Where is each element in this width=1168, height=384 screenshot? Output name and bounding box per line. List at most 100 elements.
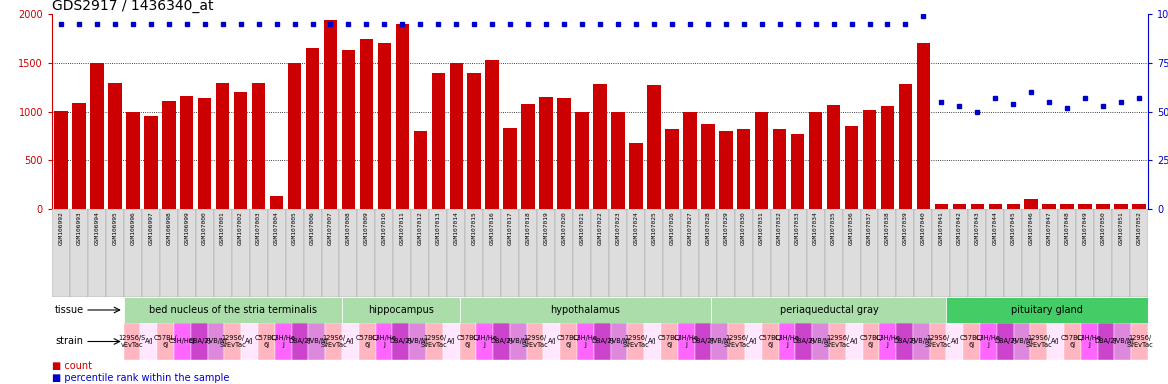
Bar	[1004, 209, 1022, 297]
Bar	[917, 43, 930, 209]
Text: 129S6/
SvEvTac: 129S6/ SvEvTac	[320, 335, 347, 348]
Text: GSM107024: GSM107024	[633, 212, 639, 245]
Bar	[647, 85, 661, 209]
Bar	[450, 63, 463, 209]
Bar	[735, 209, 752, 297]
Bar	[932, 209, 951, 297]
Bar	[1076, 209, 1094, 297]
Bar	[1132, 323, 1148, 360]
Bar	[897, 209, 915, 297]
Text: GSM107016: GSM107016	[489, 212, 495, 245]
Text: 129S6/
SvEvTac: 129S6/ SvEvTac	[1126, 335, 1153, 348]
Bar	[934, 204, 948, 209]
Text: C57BL/
6J: C57BL/ 6J	[557, 335, 580, 348]
Bar	[162, 101, 175, 209]
Text: DBA/2J: DBA/2J	[793, 339, 815, 344]
Text: GSM107023: GSM107023	[616, 212, 620, 245]
Text: A/J: A/J	[749, 339, 758, 344]
Text: GSM107006: GSM107006	[310, 212, 315, 245]
Bar	[609, 209, 627, 297]
Text: C3H/He
J: C3H/He J	[875, 335, 901, 348]
Bar	[1058, 209, 1076, 297]
Text: ■ count: ■ count	[53, 361, 92, 371]
Bar	[827, 105, 840, 209]
Bar	[409, 323, 426, 360]
Text: 129S6/
SvEvTac: 129S6/ SvEvTac	[1026, 335, 1052, 348]
Bar	[1041, 209, 1058, 297]
Bar	[681, 209, 698, 297]
Bar	[1094, 209, 1112, 297]
Text: 129S6/
SvEvTac: 129S6/ SvEvTac	[925, 335, 952, 348]
Text: GSM107028: GSM107028	[705, 212, 710, 245]
Bar	[199, 98, 211, 209]
Text: GSM107000: GSM107000	[202, 212, 207, 245]
Bar	[665, 129, 679, 209]
Bar	[543, 323, 561, 360]
Bar	[431, 73, 445, 209]
Bar	[825, 209, 842, 297]
Text: GSM107048: GSM107048	[1065, 212, 1070, 245]
Bar	[340, 209, 357, 297]
Text: GSM107025: GSM107025	[652, 212, 656, 245]
Text: GSM107051: GSM107051	[1119, 212, 1124, 245]
Text: DBA/2J: DBA/2J	[491, 339, 513, 344]
Text: DBA/2J: DBA/2J	[691, 339, 714, 344]
Bar	[285, 209, 304, 297]
Text: C57BL/
6J: C57BL/ 6J	[658, 335, 681, 348]
Text: FVB/NJ: FVB/NJ	[1112, 339, 1134, 344]
Text: GSM107022: GSM107022	[598, 212, 603, 245]
Text: GSM106993: GSM106993	[76, 212, 82, 245]
Bar	[252, 83, 265, 209]
Text: A/J: A/J	[850, 339, 858, 344]
Text: DBA/2J: DBA/2J	[390, 339, 412, 344]
Text: C57BL/
6J: C57BL/ 6J	[154, 335, 178, 348]
Bar	[1129, 209, 1148, 297]
Text: GSM107008: GSM107008	[346, 212, 350, 245]
Text: GSM107038: GSM107038	[885, 212, 890, 245]
Bar	[1043, 204, 1056, 209]
Bar	[661, 323, 677, 360]
Text: GSM107011: GSM107011	[399, 212, 405, 245]
Bar	[645, 209, 663, 297]
Text: C57BL/
6J: C57BL/ 6J	[255, 335, 278, 348]
Text: GSM106994: GSM106994	[95, 212, 99, 245]
Bar	[1007, 204, 1020, 209]
Text: C3H/He
J: C3H/He J	[1077, 335, 1101, 348]
Bar	[611, 323, 627, 360]
Bar	[737, 129, 751, 209]
Text: GSM107049: GSM107049	[1083, 212, 1087, 245]
Text: hypothalamus: hypothalamus	[550, 305, 620, 315]
Text: C3H/He
J: C3H/He J	[774, 335, 799, 348]
Bar	[809, 111, 822, 209]
Bar	[630, 143, 642, 209]
Bar	[1048, 323, 1064, 360]
Bar	[728, 323, 745, 360]
Bar	[698, 209, 717, 297]
Bar	[898, 84, 912, 209]
Text: GSM107012: GSM107012	[418, 212, 423, 245]
Bar	[357, 209, 375, 297]
Text: A/J: A/J	[951, 339, 959, 344]
Bar	[342, 50, 355, 209]
Bar	[443, 323, 459, 360]
Text: FVB/NJ: FVB/NJ	[406, 339, 429, 344]
Bar	[270, 196, 284, 209]
Bar	[106, 209, 124, 297]
Bar	[324, 20, 338, 209]
Bar	[180, 96, 194, 209]
Text: DBA/2J: DBA/2J	[591, 339, 613, 344]
Text: DBA/2J: DBA/2J	[894, 339, 916, 344]
Bar	[880, 323, 896, 360]
Text: FVB/NJ: FVB/NJ	[809, 339, 832, 344]
Text: A/J: A/J	[145, 339, 153, 344]
Bar	[953, 204, 966, 209]
Text: C3H/He
J: C3H/He J	[472, 335, 498, 348]
Bar	[930, 323, 946, 360]
Text: C57BL/
6J: C57BL/ 6J	[457, 335, 480, 348]
Text: GSM107014: GSM107014	[453, 212, 459, 245]
Bar	[501, 209, 519, 297]
Text: GSM107029: GSM107029	[723, 212, 729, 245]
Bar	[493, 323, 510, 360]
Bar	[677, 323, 695, 360]
Text: C3H/He
J: C3H/He J	[371, 335, 396, 348]
